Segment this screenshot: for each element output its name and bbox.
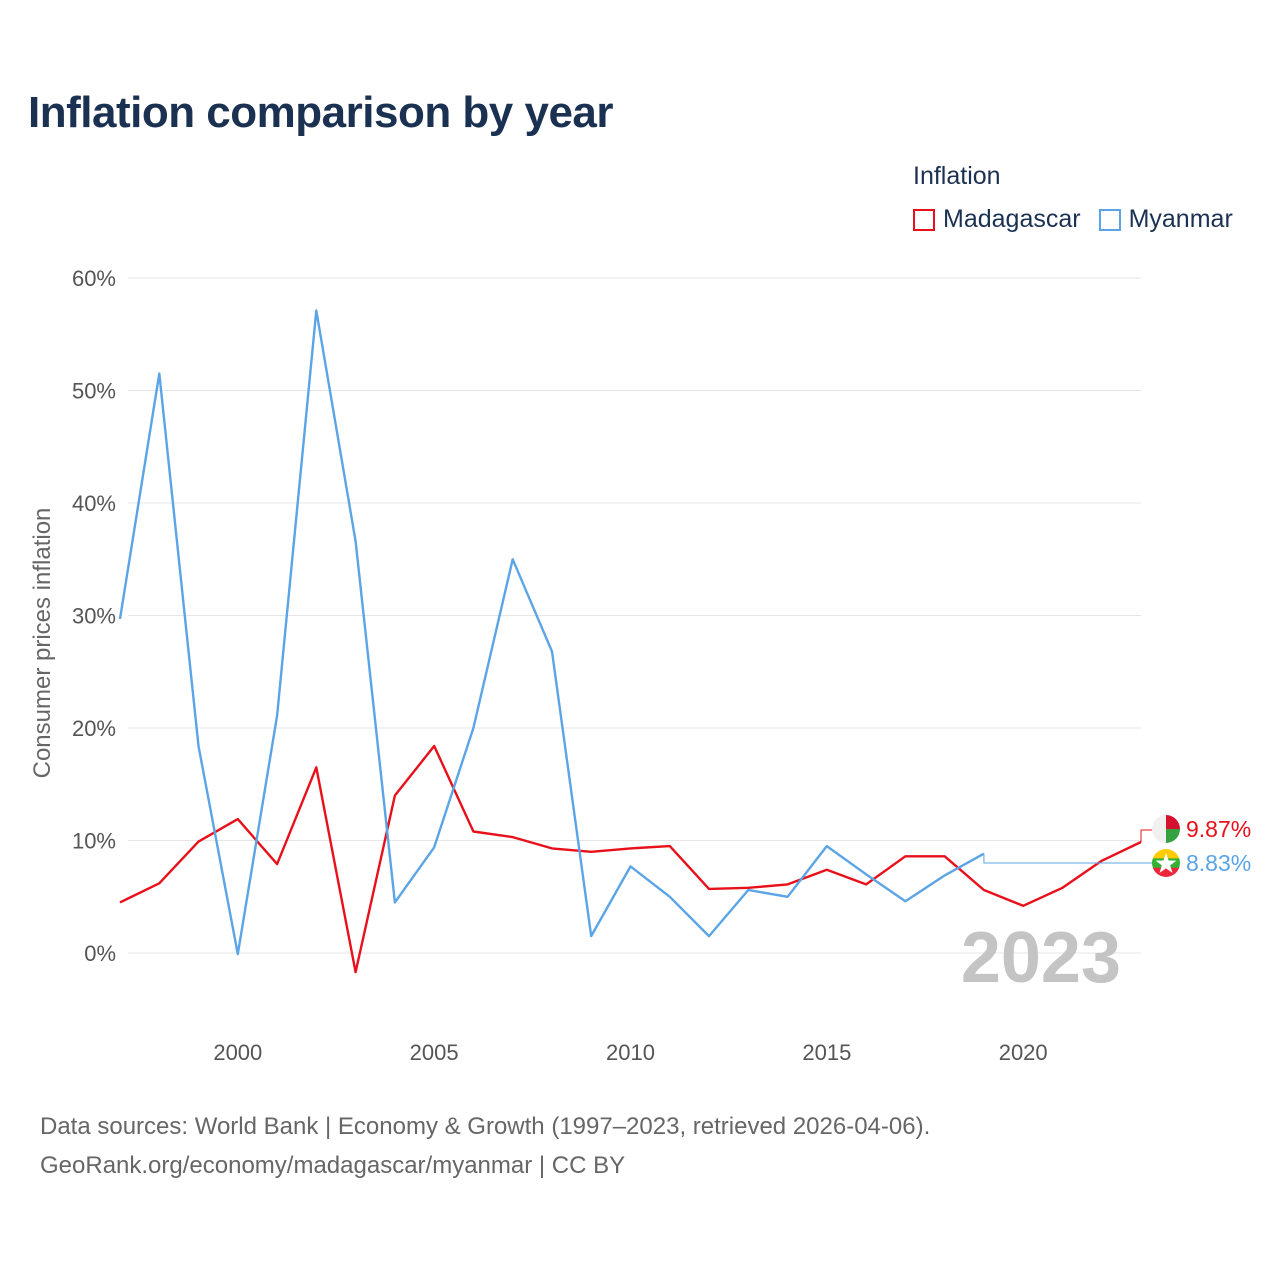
y-tick-label: 0%	[84, 941, 116, 966]
legend-item-myanmar[interactable]: Myanmar	[1098, 205, 1233, 234]
legend-label-madagascar: Madagascar	[943, 205, 1081, 233]
leader-line-myanmar	[983, 853, 1152, 864]
year-watermark: 2023	[961, 918, 1121, 998]
x-tick-label: 2005	[410, 1040, 459, 1065]
legend: Inflation Madagascar Myanmar	[913, 162, 1233, 234]
madagascar-flag-icon	[1152, 815, 1180, 843]
y-tick-label: 60%	[72, 266, 116, 291]
y-tick-label: 50%	[72, 379, 116, 404]
legend-item-madagascar[interactable]: Madagascar	[913, 205, 1081, 234]
x-tick-label: 2000	[213, 1040, 262, 1065]
y-axis-title: Consumer prices inflation	[29, 508, 56, 779]
legend-label-myanmar: Myanmar	[1128, 205, 1233, 233]
x-tick-label: 2015	[802, 1040, 851, 1065]
series-line-madagascar	[119, 744, 1142, 974]
end-label-myanmar: 8.83%	[1186, 850, 1251, 876]
x-tick-label: 2010	[606, 1040, 655, 1065]
leader-line-madagascar	[1140, 829, 1152, 842]
y-tick-label: 30%	[72, 604, 116, 629]
series-line-myanmar	[118, 309, 985, 956]
end-label-madagascar: 9.87%	[1186, 816, 1251, 842]
legend-swatch-myanmar	[1098, 208, 1121, 231]
y-tick-label: 20%	[72, 716, 116, 741]
legend-title: Inflation	[913, 162, 1001, 190]
source-line-2[interactable]: GeoRank.org/economy/madagascar/myanmar |…	[40, 1152, 626, 1179]
source-line-1: Data sources: World Bank | Economy & Gro…	[40, 1113, 931, 1140]
legend-swatch-madagascar	[913, 208, 935, 231]
source-note: Data sources: World Bank | Economy & Gro…	[40, 1107, 930, 1185]
y-tick-label: 40%	[72, 491, 116, 516]
y-tick-label: 10%	[72, 829, 116, 854]
myanmar-flag-icon	[1152, 849, 1180, 877]
x-tick-label: 2020	[999, 1040, 1048, 1065]
chart-title: Inflation comparison by year	[28, 88, 614, 137]
